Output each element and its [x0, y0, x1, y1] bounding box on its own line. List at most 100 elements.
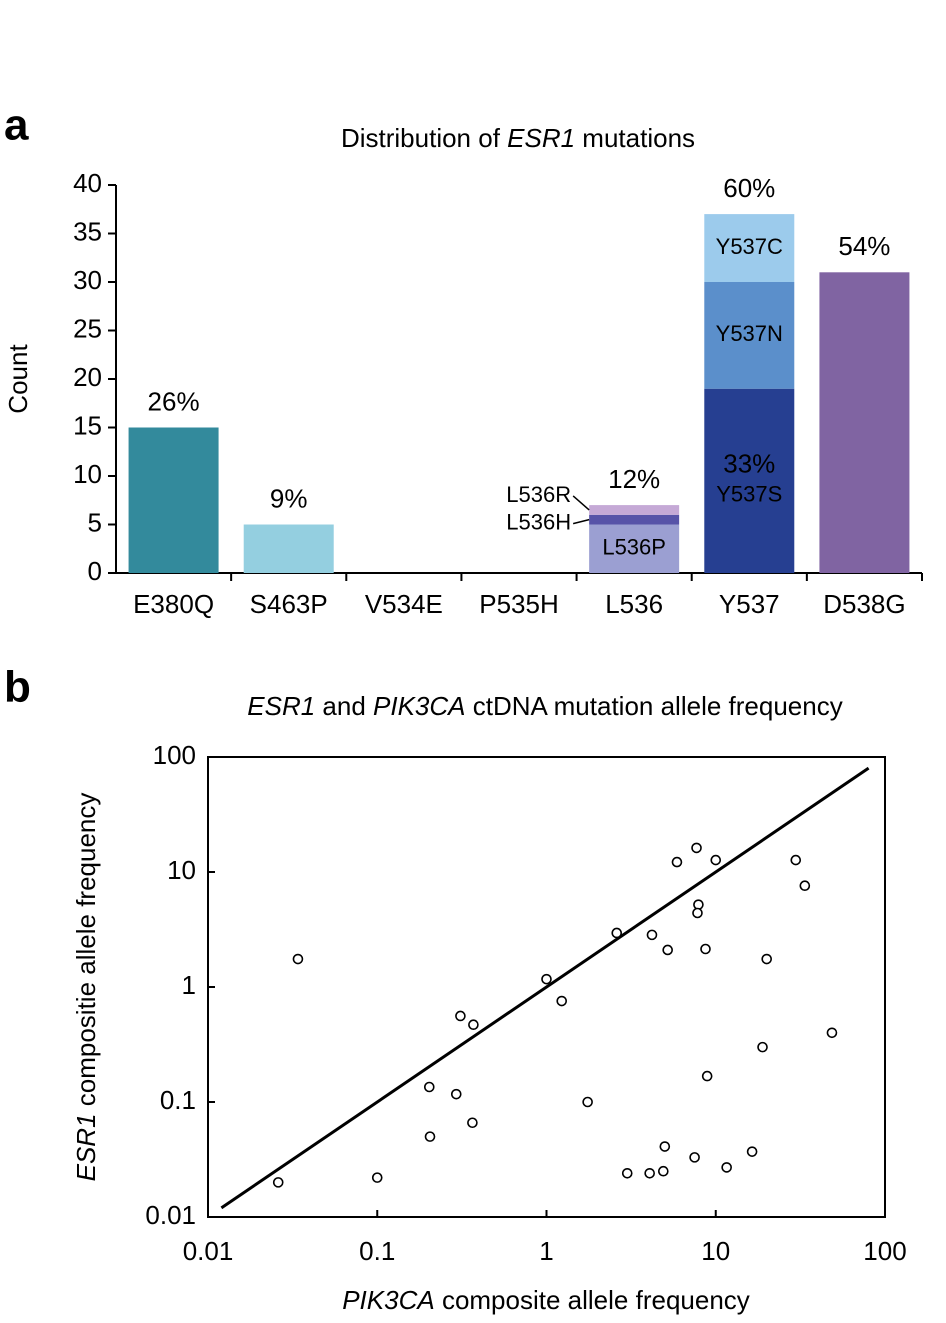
scatter-point: [556, 995, 568, 1007]
percent-label: 33%: [723, 449, 775, 479]
x-tick-label: V534E: [365, 589, 443, 619]
y-tick-label: 0.01: [145, 1200, 196, 1230]
percent-label: 54%: [838, 231, 890, 261]
scatter-point: [467, 1117, 478, 1129]
scatter-point: [757, 1041, 768, 1053]
percent-label: 12%: [608, 464, 660, 494]
chart-title: ESR1 and PIK3CA ctDNA mutation allele fr…: [247, 691, 842, 721]
scatter-point: [646, 929, 658, 941]
x-axis-label: PIK3CA composite allele frequency: [342, 1285, 750, 1315]
chart-title-part: ctDNA mutation allele frequency: [466, 691, 843, 721]
bar-segment: [589, 514, 680, 525]
scatter-point: [424, 1131, 436, 1142]
chart-title-part: and: [315, 691, 373, 721]
bar-segment: [704, 214, 795, 282]
x-tick-label: E380Q: [133, 589, 214, 619]
segment-label: Y537C: [716, 234, 783, 259]
y-tick-label: 10: [73, 459, 102, 489]
x-tick-label: L536: [605, 589, 663, 619]
scatter-point: [541, 973, 552, 985]
y-axis-label-part: ESR1: [71, 1113, 101, 1181]
scatter-point: [658, 1165, 669, 1177]
scatter-point: [701, 1070, 713, 1082]
scatter-point: [272, 1177, 284, 1188]
x-axis-label-part: composite allele frequency: [435, 1285, 750, 1315]
scatter-point: [611, 927, 623, 939]
panel-label: b: [4, 663, 31, 712]
scatter-point: [468, 1019, 479, 1031]
scatter-point: [455, 1010, 466, 1022]
scatter-point: [826, 1027, 838, 1039]
scatter-point: [659, 1141, 671, 1152]
bar-segment: [704, 282, 795, 389]
bar-segment: [589, 505, 680, 515]
x-tick-label: Y537: [719, 589, 780, 619]
scatter-point: [761, 953, 772, 965]
scatter-point: [691, 842, 702, 854]
x-tick-label: 1: [539, 1236, 553, 1266]
chart-title-part: ESR1: [507, 123, 575, 153]
y-tick-label: 15: [73, 410, 102, 440]
segment-label: Y537N: [716, 321, 783, 346]
x-axis-label-part: PIK3CA: [342, 1285, 435, 1315]
chart-title-part: PIK3CA: [373, 691, 466, 721]
reference-line: [220, 766, 870, 1210]
chart-title: Distribution of ESR1 mutations: [341, 123, 695, 153]
percent-label: 9%: [270, 483, 308, 513]
x-tick-label: D538G: [823, 589, 905, 619]
percent-label: 26%: [148, 386, 200, 416]
scatter-point: [746, 1146, 758, 1157]
bar-segment: [243, 524, 334, 573]
scatter-point: [790, 854, 802, 866]
y-tick-label: 10: [167, 855, 196, 885]
bar-segment: [589, 524, 680, 573]
chart-title-part: Distribution of: [341, 123, 507, 153]
y-tick-label: 25: [73, 313, 102, 343]
chart-title-part: mutations: [575, 123, 695, 153]
scatter-point: [671, 856, 683, 868]
y-tick-label: 0.1: [160, 1085, 196, 1115]
y-axis-label: Count: [3, 344, 33, 414]
scatter-point: [582, 1096, 593, 1108]
scatter-point: [423, 1081, 435, 1093]
y-tick-label: 100: [153, 740, 196, 770]
scatter-point: [662, 944, 673, 956]
segment-label: L536R: [506, 482, 571, 507]
scatter-point: [721, 1162, 732, 1173]
scatter-point: [621, 1167, 633, 1179]
bar-segment: [128, 427, 219, 573]
x-tick-label: 0.1: [359, 1236, 395, 1266]
x-tick-label: 0.01: [183, 1236, 234, 1266]
panel-label: a: [4, 101, 29, 150]
segment-label: L536P: [602, 535, 666, 560]
y-axis-label: ESR1 compositie allele frequency: [71, 793, 101, 1182]
bar-segment: [704, 388, 795, 573]
scatter-point: [292, 953, 304, 965]
leader-line: [572, 518, 590, 525]
y-tick-label: 40: [73, 168, 102, 198]
scatter-point: [689, 1152, 700, 1163]
y-tick-label: 1: [182, 970, 196, 1000]
y-tick-label: 5: [88, 507, 102, 537]
y-tick-label: 20: [73, 362, 102, 392]
x-tick-label: P535H: [479, 589, 559, 619]
x-tick-label: 100: [863, 1236, 906, 1266]
y-tick-label: 35: [73, 216, 102, 246]
x-tick-label: S463P: [250, 589, 328, 619]
y-axis-label-part: compositie allele frequency: [71, 793, 101, 1114]
scatter-point: [692, 907, 703, 919]
scatter-point: [644, 1167, 655, 1179]
scatter-point: [700, 943, 711, 955]
scatter-point: [371, 1172, 383, 1183]
segment-label: L536H: [506, 509, 571, 534]
bar-segment: [819, 272, 910, 573]
y-tick-label: 0: [88, 556, 102, 586]
leader-line: [572, 495, 590, 511]
scatter-point: [710, 854, 722, 866]
segment-label: Y537S: [716, 482, 782, 507]
x-tick-label: 10: [701, 1236, 730, 1266]
chart-title-part: ESR1: [247, 691, 315, 721]
y-tick-label: 30: [73, 265, 102, 295]
scatter-point: [450, 1088, 462, 1100]
